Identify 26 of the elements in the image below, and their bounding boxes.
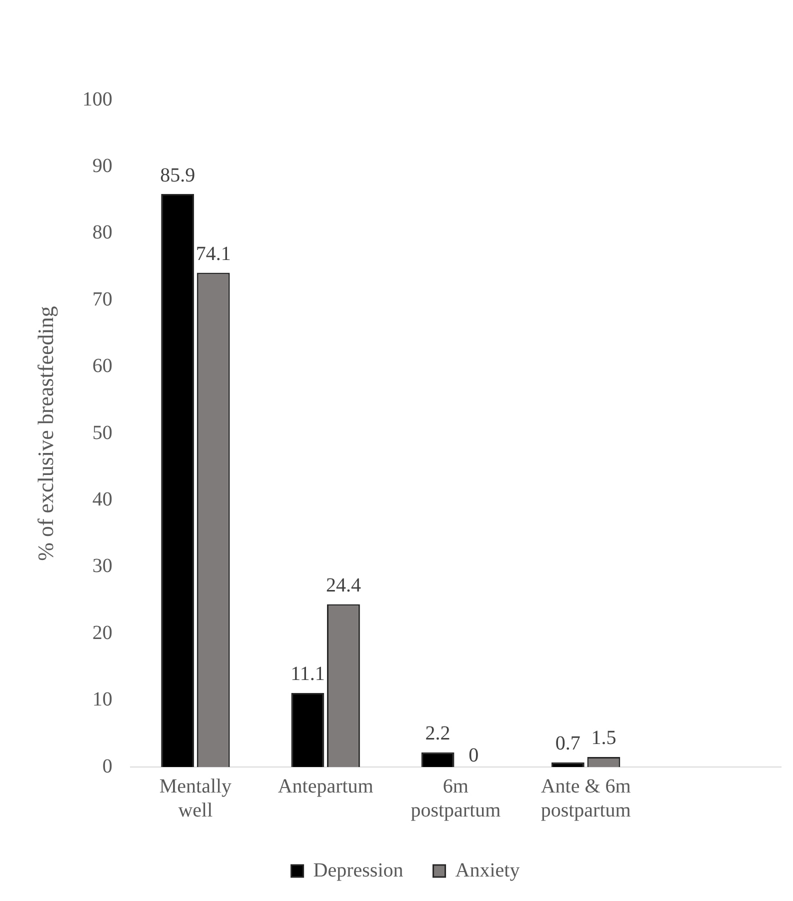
data-label: 1.5 [591, 727, 616, 750]
data-label: 2.2 [425, 722, 450, 745]
y-tick-label: 50 [92, 422, 112, 444]
data-label: 0.7 [555, 732, 580, 755]
x-tick-label: 6m postpartum [410, 775, 502, 822]
x-tick-label: Antepartum [278, 775, 374, 798]
data-label: 11.1 [290, 663, 325, 686]
y-tick-label: 60 [92, 355, 112, 378]
y-tick-label: 100 [82, 88, 112, 110]
y-tick-label: 90 [92, 154, 112, 177]
y-tick-label: 80 [92, 222, 112, 244]
legend-label: Depression [313, 859, 404, 882]
x-tick-label: Ante & 6m postpartum [540, 775, 632, 822]
legend-label: Anxiety [455, 859, 520, 882]
y-axis-title: % of exclusive breastfeeding [32, 306, 58, 561]
y-tick-label: 0 [102, 755, 112, 778]
data-label: 85.9 [160, 164, 196, 186]
y-tick-label: 30 [92, 555, 112, 578]
x-tick-label: Mentally well [159, 775, 232, 822]
data-label: 74.1 [196, 243, 231, 266]
data-label: 0 [468, 744, 479, 766]
y-tick-label: 70 [92, 288, 112, 310]
y-tick-label: 10 [92, 688, 112, 711]
y-tick-label: 40 [92, 488, 112, 510]
data-label: 24.4 [326, 574, 361, 596]
y-tick-label: 20 [92, 622, 112, 644]
